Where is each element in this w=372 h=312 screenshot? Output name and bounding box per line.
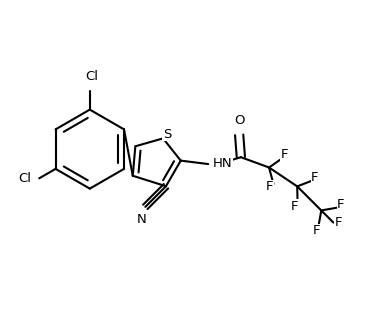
Text: Cl: Cl xyxy=(19,172,32,185)
Text: N: N xyxy=(137,213,147,226)
Text: S: S xyxy=(163,128,171,141)
Text: F: F xyxy=(281,149,289,161)
Text: O: O xyxy=(234,114,244,127)
Text: F: F xyxy=(335,216,342,229)
Text: F: F xyxy=(311,171,319,184)
Text: F: F xyxy=(337,198,345,211)
Text: HN: HN xyxy=(212,157,232,169)
Text: F: F xyxy=(291,200,298,213)
Text: F: F xyxy=(313,224,320,237)
Text: Cl: Cl xyxy=(85,70,98,83)
Text: F: F xyxy=(266,180,273,193)
